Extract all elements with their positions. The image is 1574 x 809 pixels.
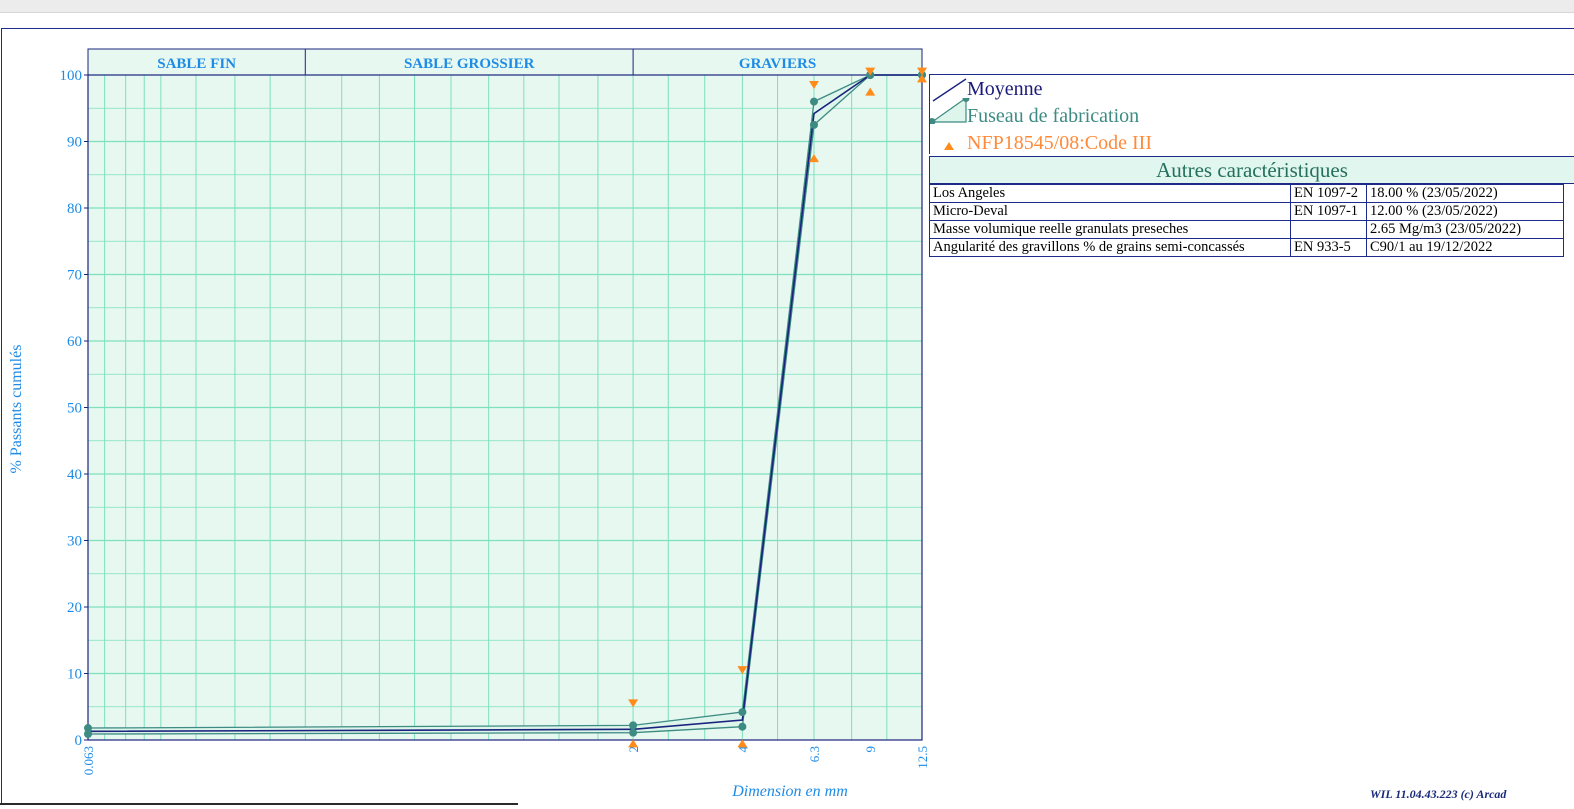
y-axis-label: % Passants cumulés [8,344,25,474]
char-value: 18.00 % (23/05/2022) [1366,184,1564,203]
y-tick-label: 100 [60,68,83,84]
legend-label-fuseau: Fuseau de fabrication [967,105,1140,127]
char-value: 2.65 Mg/m3 (23/05/2022) [1366,220,1564,239]
legend-label-moyenne: Moyenne [967,78,1043,100]
fuseau-lower-point [809,120,818,129]
fuseau-lower-point [84,730,92,739]
char-value: 12.00 % (23/05/2022) [1366,202,1564,221]
table-row: Masse volumique reelle granulats presech… [930,220,1564,239]
char-name: Micro-Deval [930,202,1291,221]
norm-upper-marker [628,699,639,708]
zone-label: GRAVIERS [739,56,816,72]
legend: Moyenne Fuseau de fabrication NFP18545/0… [929,74,1574,154]
zone-header-band [87,48,923,76]
y-tick-label: 30 [67,534,82,550]
char-value: C90/1 au 19/12/2022 [1366,238,1564,257]
y-tick-label: 90 [67,135,82,151]
fuseau-lower-point [738,722,747,731]
zone-label: SABLE FIN [157,56,236,72]
software-version: WIL 11.04.43.223 (c) Arcad [1370,787,1507,801]
norm-lower-marker [865,87,876,96]
fuseau-upper-point [809,97,818,106]
char-name: Angularité des gravillons % de grains se… [930,238,1291,257]
table-row: Los Angeles EN 1097-2 18.00 % (23/05/202… [930,184,1564,203]
document-frame [1,28,1574,803]
x-axis-label: Dimension en mm [732,783,848,800]
mean-line-icon [932,78,967,102]
norm-lower-marker [917,74,927,83]
y-tick-label: 60 [67,334,82,350]
fuseau-lower-point [629,728,638,737]
legend-label-norm: NFP18545/08:Code III [967,132,1152,154]
char-norm: EN 933-5 [1290,238,1367,257]
char-norm: EN 1097-2 [1290,184,1367,203]
table-row: Micro-Deval EN 1097-1 12.00 % (23/05/202… [930,202,1564,221]
characteristics-table: Los Angeles EN 1097-2 18.00 % (23/05/202… [930,184,1564,257]
y-tick-label: 0 [75,733,83,749]
granulometry-chart: SABLE FIN SABLE GROSSIER GRAVIERS010203040… [60,48,930,775]
y-tick-label: 40 [67,467,82,483]
y-tick-label: 20 [67,600,82,616]
x-tick-label: 4 [735,746,750,753]
fuseau-upper-point [629,721,638,730]
norm-upper-marker [865,67,876,76]
x-tick-label: 9 [863,746,878,753]
y-axis-label-wrap: % Passants cumulés [2,340,32,490]
y-tick-label: 70 [67,268,82,284]
mean-line [87,74,922,733]
char-norm: EN 1097-1 [1290,202,1367,221]
top-bar [0,0,1574,13]
norm-upper-marker [737,666,748,675]
zone-label: SABLE GROSSIER [404,56,535,72]
norm-lower-marker [737,739,748,748]
x-tick-label: 12.5 [915,746,930,769]
norm-upper-marker [808,80,819,89]
fuseau-upper-point [738,708,747,717]
x-tick-label: 0.063 [81,746,96,775]
characteristics-title: Autres caractéristiques [930,157,1574,184]
envelope-fill-icon [930,98,970,124]
table-row: Angularité des gravillons % de grains se… [930,238,1564,257]
fuseau-upper-point [84,724,92,733]
y-tick-label: 10 [67,667,82,683]
characteristics-panel: Autres caractéristiques Los Angeles EN 1… [929,156,1574,257]
orange-triangle-icon [944,142,954,150]
norm-lower-marker [628,739,639,748]
x-tick-label: 2 [626,746,641,753]
char-name: Masse volumique reelle granulats presech… [930,220,1291,239]
bottom-rule [0,803,518,805]
norm-upper-marker [917,67,927,76]
char-name: Los Angeles [930,184,1291,203]
x-tick-label: 6.3 [807,746,822,762]
y-tick-label: 50 [67,401,82,417]
y-tick-label: 80 [67,201,82,217]
norm-lower-marker [808,154,819,163]
char-norm [1290,220,1367,239]
